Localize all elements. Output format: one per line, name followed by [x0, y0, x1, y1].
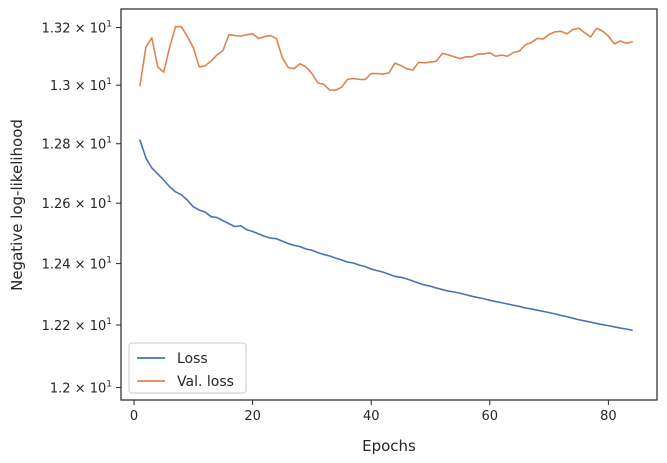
x-tick-label: 80 — [600, 409, 617, 424]
series-line-val-loss — [139, 25, 633, 91]
legend-label-val-loss: Val. loss — [177, 374, 234, 390]
x-ticks: 0 20 40 60 80 — [130, 400, 617, 424]
y-tick-label: 1.28 × 101 — [42, 136, 112, 153]
y-axis-label: Negative log-likelihood — [8, 119, 26, 291]
y-tick-label: 1.2 × 101 — [50, 379, 112, 396]
x-tick-label: 0 — [130, 409, 138, 424]
legend: Loss Val. loss — [128, 342, 247, 394]
x-tick-label: 60 — [482, 409, 499, 424]
x-axis-label: Epochs — [362, 437, 416, 455]
y-tick-label: 1.22 × 101 — [42, 317, 112, 334]
y-ticks: 1.2 × 101 1.22 × 101 1.24 × 101 1.26 × 101 1… — [42, 20, 121, 396]
series-layer — [139, 25, 633, 332]
plot-area — [120, 8, 658, 401]
y-tick-label: 1.24 × 101 — [42, 256, 112, 273]
y-tick-label: 1.3 × 101 — [50, 77, 112, 94]
x-tick-label: 20 — [244, 409, 261, 424]
y-tick-label: 1.32 × 101 — [42, 20, 112, 37]
x-tick-label: 40 — [363, 409, 380, 424]
legend-label-loss: Loss — [177, 351, 208, 367]
y-tick-label: 1.26 × 101 — [42, 195, 112, 212]
series-line-loss — [139, 139, 633, 332]
